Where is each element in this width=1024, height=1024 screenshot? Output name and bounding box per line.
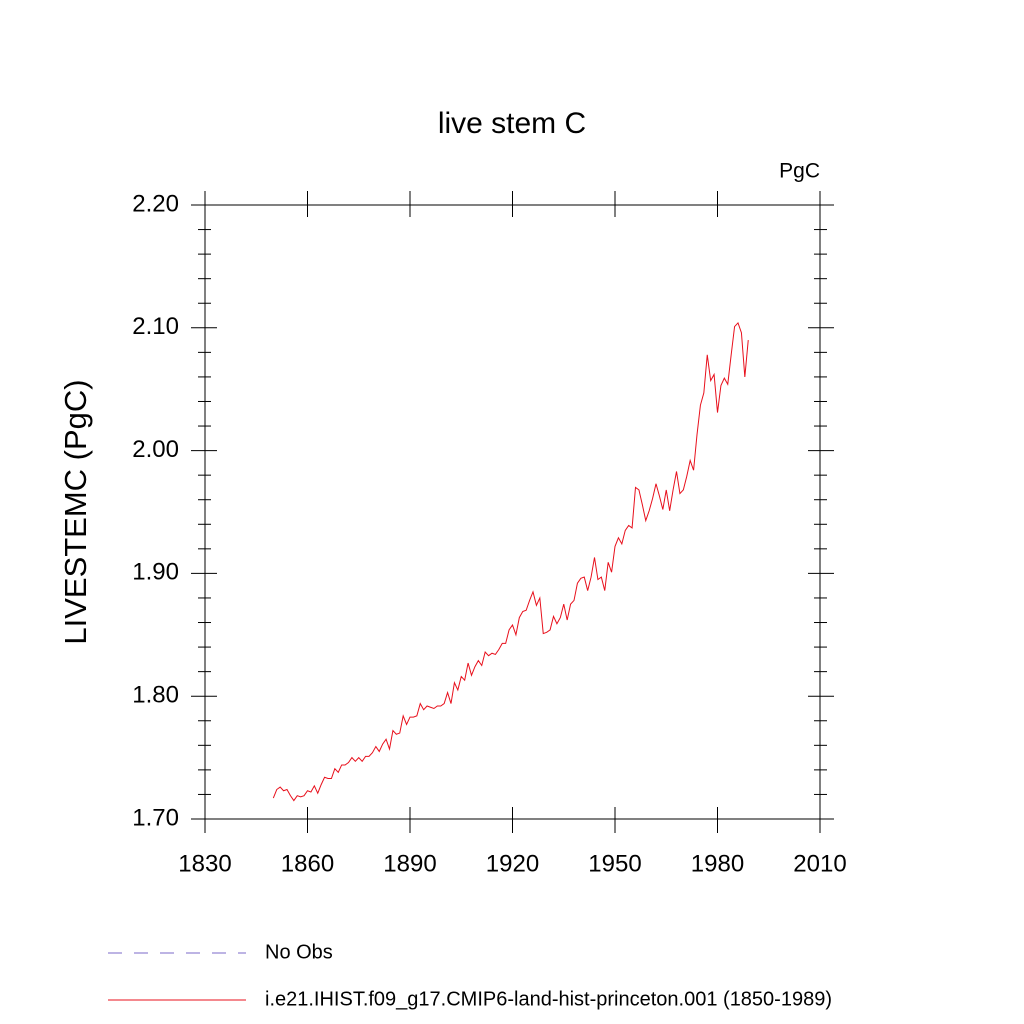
units-label: PgC (779, 160, 820, 183)
chart-title: live stem C (438, 107, 586, 140)
x-tick-label: 2010 (793, 850, 846, 877)
y-axis-label: LIVESTEMC (PgC) (58, 379, 93, 644)
y-tick-label: 2.10 (132, 313, 179, 340)
data-line (272, 321, 749, 802)
y-tick-label: 2.00 (132, 436, 179, 463)
x-tick-label: 1890 (383, 850, 436, 877)
legend-label: i.e21.IHIST.f09_g17.CMIP6-land-hist-prin… (265, 988, 832, 1010)
y-tick-label: 1.90 (132, 559, 179, 586)
y-tick-label: 2.20 (132, 190, 179, 217)
y-tick-label: 1.70 (132, 804, 179, 831)
x-tick-label: 1830 (178, 850, 231, 877)
legend-label: No Obs (265, 941, 333, 963)
x-tick-label: 1860 (281, 850, 334, 877)
x-tick-label: 1950 (588, 850, 641, 877)
x-tick-label: 1920 (486, 850, 539, 877)
y-tick-label: 1.80 (132, 682, 179, 709)
x-tick-label: 1980 (691, 850, 744, 877)
